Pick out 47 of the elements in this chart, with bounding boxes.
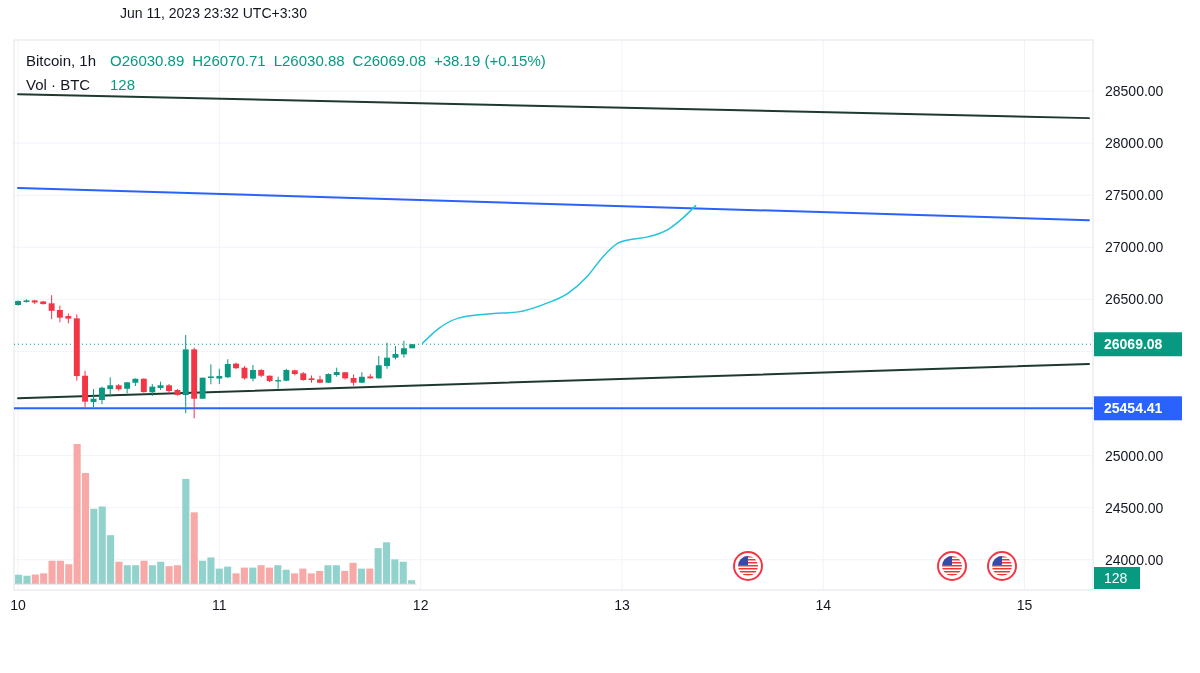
x-tick-label: 15 bbox=[1016, 597, 1033, 613]
ref-line-label: 26069.08 bbox=[1104, 336, 1163, 353]
annotation: L26030.88 bbox=[273, 52, 345, 69]
bar bbox=[190, 512, 198, 584]
annotation: 128 bbox=[110, 76, 136, 93]
candlestick bbox=[224, 358, 231, 379]
annotation: O26030.89 bbox=[110, 52, 185, 69]
candlestick bbox=[384, 342, 390, 370]
y-tick-label: 26500.00 bbox=[1105, 291, 1164, 308]
bar bbox=[90, 508, 98, 584]
y-tick-label: 27000.00 bbox=[1105, 239, 1164, 256]
bar bbox=[115, 561, 123, 584]
bar bbox=[274, 565, 282, 584]
candlestick bbox=[56, 305, 63, 323]
bar bbox=[357, 568, 365, 584]
candlestick bbox=[107, 376, 114, 398]
bar bbox=[341, 570, 349, 584]
x-tick-label: 14 bbox=[815, 597, 832, 613]
x-tick-label: 11 bbox=[212, 597, 227, 613]
candlestick bbox=[358, 371, 365, 384]
y-tick-label: 24500.00 bbox=[1105, 499, 1164, 516]
text: Jun 11, 2023 23:32 UTC+3:30 bbox=[120, 5, 308, 21]
candlestick bbox=[48, 294, 55, 320]
annotation: +38.19 (+0.15%) bbox=[434, 52, 546, 69]
x-tick-label: 10 bbox=[10, 597, 27, 613]
annotation: C26069.08 bbox=[352, 52, 426, 69]
bar bbox=[282, 569, 290, 584]
text: 128 bbox=[1104, 569, 1128, 586]
ref-line-label: 25454.41 bbox=[1104, 400, 1163, 417]
text: Bitcoin, 1h bbox=[26, 52, 97, 69]
bar bbox=[182, 478, 190, 584]
bar bbox=[249, 567, 257, 584]
candlestick bbox=[375, 355, 382, 380]
candlestick bbox=[207, 363, 214, 385]
x-tick-label: 12 bbox=[412, 597, 429, 613]
y-tick-label: 24000.00 bbox=[1105, 551, 1164, 568]
y-tick-label: 27500.00 bbox=[1105, 187, 1164, 204]
y-tick-label: 28500.00 bbox=[1105, 82, 1164, 99]
y-tick-label: 25000.00 bbox=[1105, 447, 1164, 464]
y-tick-label: 28000.00 bbox=[1105, 135, 1164, 152]
annotation: H26070.71 bbox=[192, 52, 266, 69]
bar bbox=[349, 562, 357, 584]
x-tick-label: 13 bbox=[614, 597, 630, 613]
bar bbox=[140, 560, 148, 584]
bar bbox=[366, 568, 374, 584]
chart-title: Vol · BTC bbox=[26, 76, 91, 93]
line-series bbox=[421, 204, 697, 344]
